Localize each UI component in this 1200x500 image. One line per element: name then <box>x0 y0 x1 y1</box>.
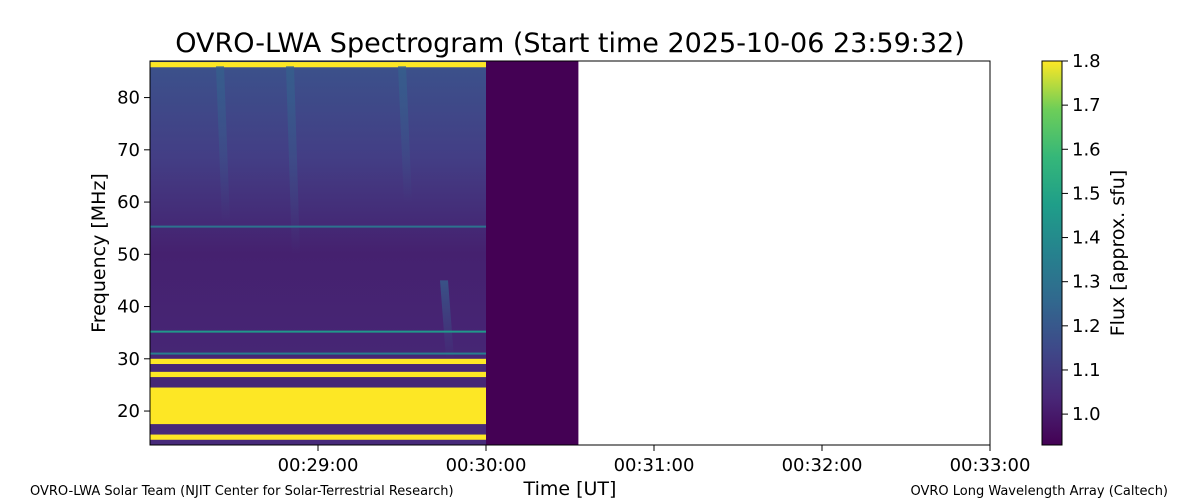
chart-title: OVRO-LWA Spectrogram (Start time 2025-10… <box>175 28 965 59</box>
rfi-line-2 <box>150 330 486 333</box>
footer-credit-left: OVRO-LWA Solar Team (NJIT Center for Sol… <box>30 484 454 499</box>
saturated-band-4 <box>150 358 486 365</box>
x-axis: 00:29:00 00:30:00 00:31:00 00:32:00 00:33:00 <box>278 445 1031 476</box>
x-tick-label-4: 00:32:00 <box>782 455 863 476</box>
saturated-band-1 <box>150 434 486 440</box>
colorbar-tick-label-8: 1.7 <box>1072 95 1101 116</box>
y-tick-label-2: 30 <box>117 349 140 370</box>
y-tick-label-7: 80 <box>117 88 140 109</box>
saturated-band-3 <box>150 371 486 378</box>
x-tick-label-5: 00:33:00 <box>950 455 1031 476</box>
heatmap-layer <box>150 61 579 445</box>
y-tick-label-1: 20 <box>117 401 140 422</box>
footer-credit-right: OVRO Long Wavelength Array (Caltech) <box>910 484 1168 499</box>
colorbar-tick-label-9: 1.8 <box>1072 51 1101 72</box>
colorbar-tick-label-4: 1.3 <box>1072 272 1101 293</box>
y-tick-label-5: 60 <box>117 192 140 213</box>
colorbar-label: Flux [approx. sfu] <box>1107 170 1129 337</box>
data-gap-block <box>486 61 579 445</box>
y-tick-label-6: 70 <box>117 140 140 161</box>
colorbar-tick-label-5: 1.4 <box>1072 228 1101 249</box>
x-axis-label: Time [UT] <box>523 478 617 500</box>
y-tick-label-3: 40 <box>117 297 140 318</box>
colorbar-tick-label-7: 1.6 <box>1072 139 1101 160</box>
colorbar-tick-label-2: 1.1 <box>1072 360 1101 381</box>
burst-3 <box>398 66 412 203</box>
colorbar <box>1041 60 1063 446</box>
saturated-band-2 <box>150 387 486 425</box>
rfi-line-1 <box>150 225 486 228</box>
x-tick-label-2: 00:30:00 <box>446 455 527 476</box>
y-axis: 20 30 40 50 60 70 80 <box>117 88 150 422</box>
spectrogram-background <box>150 61 486 445</box>
burst-1 <box>216 66 230 223</box>
y-tick-label-4: 50 <box>117 244 140 265</box>
colorbar-tick-label-6: 1.5 <box>1072 183 1101 204</box>
burst-2 <box>286 66 300 255</box>
rfi-line-3 <box>150 352 486 355</box>
colorbar-tick-label-1: 1.0 <box>1072 404 1101 425</box>
colorbar-ticks: 1.0 1.1 1.2 1.3 1.4 1.5 1.6 1.7 1.8 <box>1062 51 1101 425</box>
x-tick-label-3: 00:31:00 <box>614 455 695 476</box>
x-tick-label-1: 00:29:00 <box>278 455 359 476</box>
burst-4 <box>440 280 454 359</box>
y-axis-label: Frequency [MHz] <box>88 173 110 333</box>
top-edge-band <box>150 62 486 68</box>
plot-frame <box>149 60 991 446</box>
colorbar-tick-label-3: 1.2 <box>1072 316 1101 337</box>
